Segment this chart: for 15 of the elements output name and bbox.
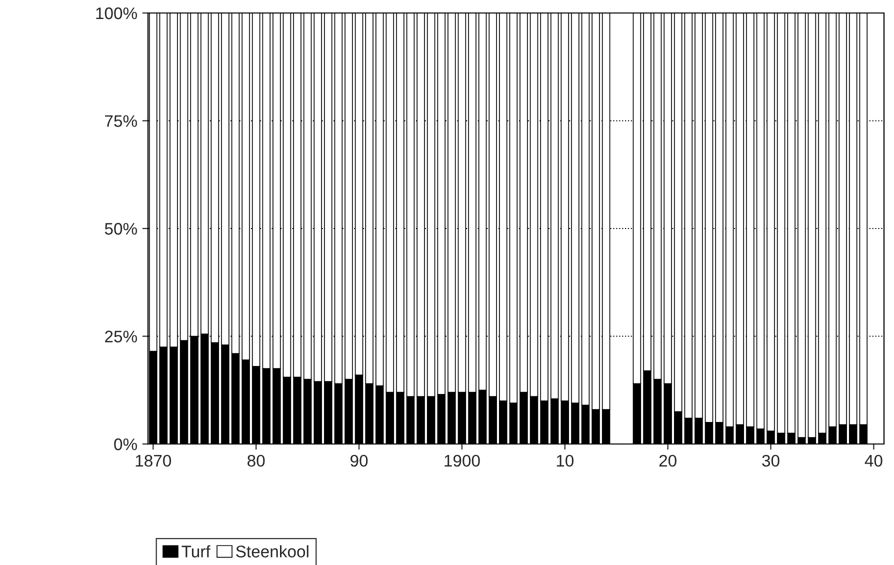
y-tick-label: 25% [105,330,137,342]
y-tick-label: 75% [105,115,137,127]
x-tick-label: 20 [659,454,676,467]
legend-label: Turf [182,545,210,558]
legend-label: Steenkool [236,545,308,558]
y-tick-label: 0% [114,438,137,450]
x-tick-label: 80 [248,454,265,467]
x-tick-label: 10 [556,454,574,467]
x-tick-label: 40 [864,454,882,467]
x-tick-label: 90 [350,454,368,467]
x-tick-label: 30 [762,454,780,467]
y-tick-label: 100% [96,7,137,20]
y-tick-label: 50% [104,222,137,235]
x-tick-label: 1870 [136,454,172,467]
x-tick-label: 1900 [444,454,480,467]
